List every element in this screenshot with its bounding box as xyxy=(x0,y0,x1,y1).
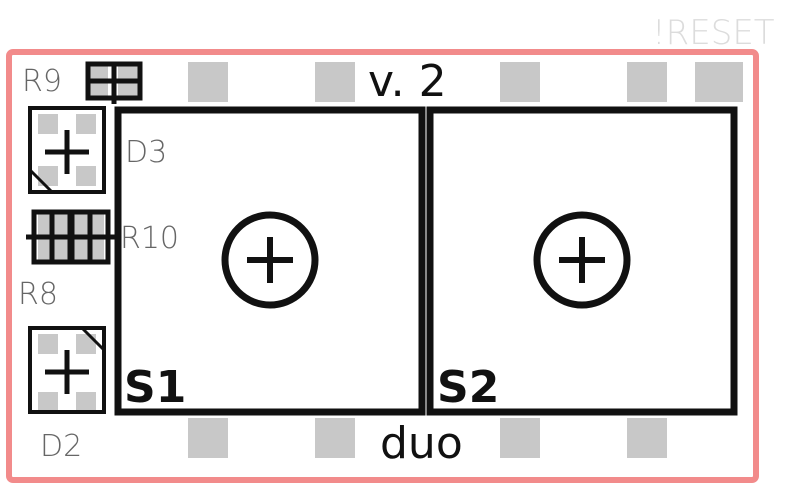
pad xyxy=(627,62,667,102)
pad xyxy=(76,166,96,186)
r8-label: R8 xyxy=(18,277,58,312)
d2-label: D2 xyxy=(40,429,82,464)
pad xyxy=(627,418,667,458)
s2-label: S2 xyxy=(437,362,499,413)
reset-label: !RESET xyxy=(652,13,775,53)
pad xyxy=(188,62,228,102)
pad xyxy=(315,62,355,102)
pad xyxy=(695,62,743,102)
d3-label: D3 xyxy=(125,135,167,170)
pad xyxy=(76,392,96,412)
r9-label: R9 xyxy=(22,64,62,99)
board-outline xyxy=(6,49,759,483)
pad xyxy=(38,114,58,134)
s2-center-mark xyxy=(533,211,631,309)
s2-switch xyxy=(426,106,738,416)
r10-label: R10 xyxy=(120,221,179,256)
pad xyxy=(76,114,96,134)
pad xyxy=(38,392,58,412)
s1-switch xyxy=(114,106,426,416)
d3-footprint xyxy=(28,106,106,194)
pad xyxy=(188,418,228,458)
pad xyxy=(38,334,58,354)
s1-center-mark xyxy=(221,211,319,309)
pad xyxy=(315,418,355,458)
bottom-pads xyxy=(188,418,667,458)
pad xyxy=(500,62,540,102)
s1-label: S1 xyxy=(124,362,186,413)
top-pads xyxy=(188,62,743,102)
d2-footprint xyxy=(28,326,106,414)
pad xyxy=(500,418,540,458)
version-label: v. 2 xyxy=(368,56,447,107)
r10-footprint xyxy=(26,209,118,265)
board-name-label: duo xyxy=(380,418,463,469)
r9-footprint xyxy=(85,61,143,104)
